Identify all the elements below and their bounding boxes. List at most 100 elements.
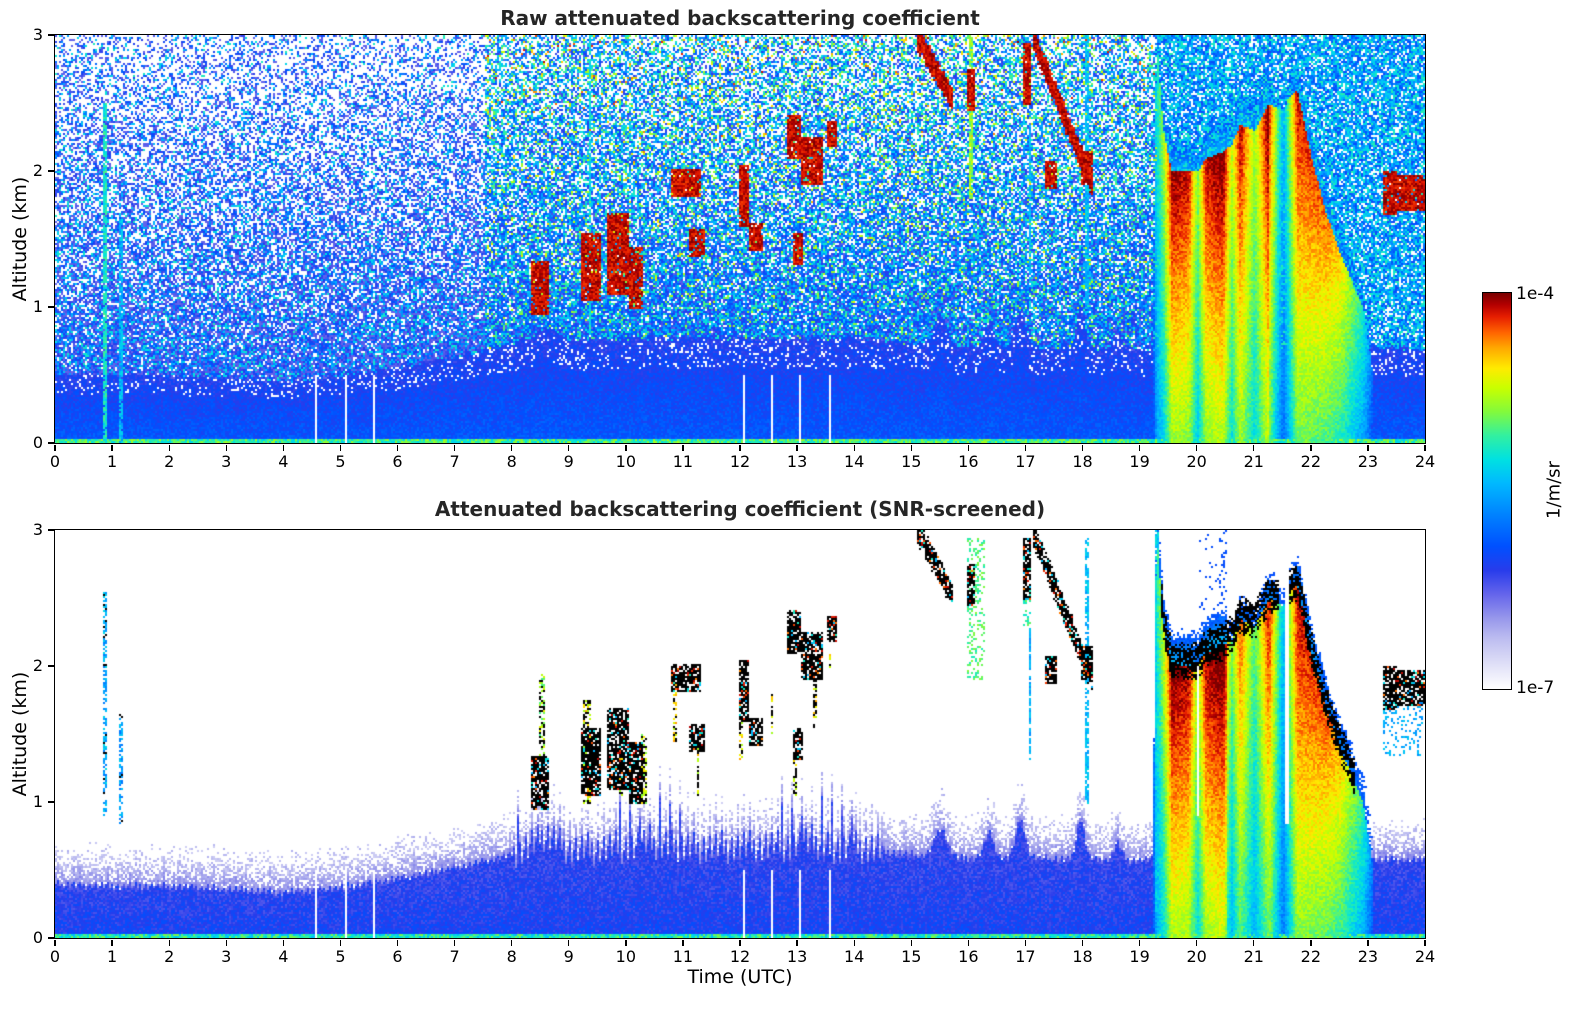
x-tick-label: 18 bbox=[1072, 947, 1093, 966]
y-tick-label: 2 bbox=[32, 656, 43, 675]
x-tick-label: 1 bbox=[106, 452, 118, 471]
x-tick-mark bbox=[1081, 444, 1084, 451]
x-tick-mark bbox=[511, 939, 513, 946]
x-tick-mark bbox=[739, 939, 741, 946]
x-tick-mark bbox=[168, 444, 170, 451]
x-tick-mark bbox=[282, 444, 285, 451]
x-tick-label: 23 bbox=[1357, 452, 1379, 471]
x-tick-mark bbox=[1138, 939, 1141, 946]
x-tick-label: 13 bbox=[786, 947, 808, 966]
y-tick-mark bbox=[47, 306, 54, 308]
x-tick-label: 10 bbox=[615, 452, 636, 471]
x-tick-mark bbox=[967, 939, 970, 946]
x-tick-mark bbox=[396, 939, 399, 946]
x-tick-mark bbox=[282, 939, 285, 946]
x-tick-label: 23 bbox=[1357, 947, 1379, 966]
x-tick-label: 24 bbox=[1414, 947, 1436, 966]
y-tick-mark bbox=[47, 801, 54, 803]
x-tick-mark bbox=[54, 444, 56, 451]
x-tick-mark bbox=[682, 939, 684, 946]
x-tick-label: 7 bbox=[449, 452, 460, 471]
x-tick-mark bbox=[796, 939, 798, 946]
x-tick-mark bbox=[1367, 444, 1369, 451]
x-tick-label: 15 bbox=[901, 452, 922, 471]
bottom-panel-title: Attenuated backscattering coefficient (S… bbox=[434, 497, 1046, 521]
x-tick-mark bbox=[682, 444, 684, 451]
y-tick-mark bbox=[47, 665, 54, 667]
x-tick-label: 14 bbox=[843, 947, 865, 966]
x-tick-label: 16 bbox=[958, 947, 979, 966]
x-tick-label: 2 bbox=[164, 947, 175, 966]
x-tick-label: 8 bbox=[506, 947, 517, 966]
x-tick-mark bbox=[1138, 444, 1141, 451]
x-tick-label: 17 bbox=[1015, 947, 1036, 966]
x-tick-label: 0 bbox=[49, 947, 61, 966]
x-tick-mark bbox=[396, 444, 399, 451]
x-tick-label: 21 bbox=[1243, 452, 1264, 471]
y-tick-label: 1 bbox=[32, 297, 43, 316]
x-tick-mark bbox=[568, 444, 570, 451]
x-axis-label: Time (UTC) bbox=[687, 966, 793, 988]
colorbar-max-label: 1e-4 bbox=[1516, 284, 1555, 304]
x-tick-mark bbox=[1310, 444, 1312, 451]
y-tick-mark bbox=[47, 529, 54, 531]
x-tick-mark bbox=[111, 939, 113, 946]
x-tick-label: 6 bbox=[392, 452, 403, 471]
x-tick-mark bbox=[853, 444, 855, 451]
x-tick-mark bbox=[739, 444, 741, 451]
x-tick-label: 9 bbox=[563, 452, 574, 471]
y-tick-mark bbox=[47, 442, 54, 444]
raw-backscatter-heatmap bbox=[54, 34, 1425, 443]
x-tick-label: 6 bbox=[392, 947, 403, 966]
x-tick-mark bbox=[225, 939, 227, 946]
x-tick-mark bbox=[1424, 444, 1426, 451]
x-tick-label: 4 bbox=[278, 452, 289, 471]
x-tick-label: 12 bbox=[729, 947, 751, 966]
y-tick-mark bbox=[47, 34, 54, 36]
x-tick-label: 22 bbox=[1300, 947, 1321, 966]
x-tick-label: 19 bbox=[1129, 452, 1150, 471]
x-tick-mark bbox=[1196, 444, 1198, 451]
x-tick-label: 24 bbox=[1414, 452, 1436, 471]
colorbar-min-label: 1e-7 bbox=[1516, 678, 1555, 698]
x-tick-label: 18 bbox=[1072, 452, 1093, 471]
x-tick-mark bbox=[453, 939, 456, 946]
x-tick-label: 17 bbox=[1015, 452, 1036, 471]
x-tick-label: 1 bbox=[106, 947, 118, 966]
x-tick-label: 8 bbox=[506, 452, 517, 471]
x-tick-label: 20 bbox=[1186, 452, 1207, 471]
x-tick-mark bbox=[967, 444, 970, 451]
x-tick-mark bbox=[453, 444, 456, 451]
x-tick-label: 13 bbox=[786, 452, 808, 471]
x-tick-mark bbox=[568, 939, 570, 946]
screened-backscatter-heatmap bbox=[54, 529, 1425, 938]
x-tick-label: 22 bbox=[1300, 452, 1321, 471]
x-tick-label: 10 bbox=[615, 947, 636, 966]
x-tick-mark bbox=[1024, 939, 1027, 946]
x-tick-mark bbox=[853, 939, 855, 946]
x-tick-mark bbox=[511, 444, 513, 451]
y-tick-label: 0 bbox=[32, 928, 43, 947]
x-tick-mark bbox=[1367, 939, 1369, 946]
x-tick-mark bbox=[339, 444, 342, 451]
x-tick-mark bbox=[1253, 939, 1255, 946]
x-tick-label: 21 bbox=[1243, 947, 1264, 966]
x-tick-mark bbox=[796, 444, 798, 451]
bottom-panel-plot-area bbox=[53, 528, 1426, 939]
top-panel-title: Raw attenuated backscattering coefficien… bbox=[500, 6, 980, 30]
x-tick-label: 20 bbox=[1186, 947, 1207, 966]
x-tick-mark bbox=[1196, 939, 1198, 946]
top-panel-plot-area bbox=[53, 33, 1426, 444]
x-tick-mark bbox=[54, 939, 56, 946]
x-tick-mark bbox=[1253, 444, 1255, 451]
x-tick-label: 14 bbox=[843, 452, 865, 471]
colorbar bbox=[1482, 292, 1512, 690]
x-tick-mark bbox=[225, 444, 227, 451]
x-tick-label: 9 bbox=[563, 947, 574, 966]
x-tick-label: 4 bbox=[278, 947, 289, 966]
x-tick-mark bbox=[910, 444, 912, 451]
x-tick-label: 3 bbox=[221, 947, 232, 966]
x-tick-label: 0 bbox=[49, 452, 61, 471]
x-tick-mark bbox=[339, 939, 342, 946]
